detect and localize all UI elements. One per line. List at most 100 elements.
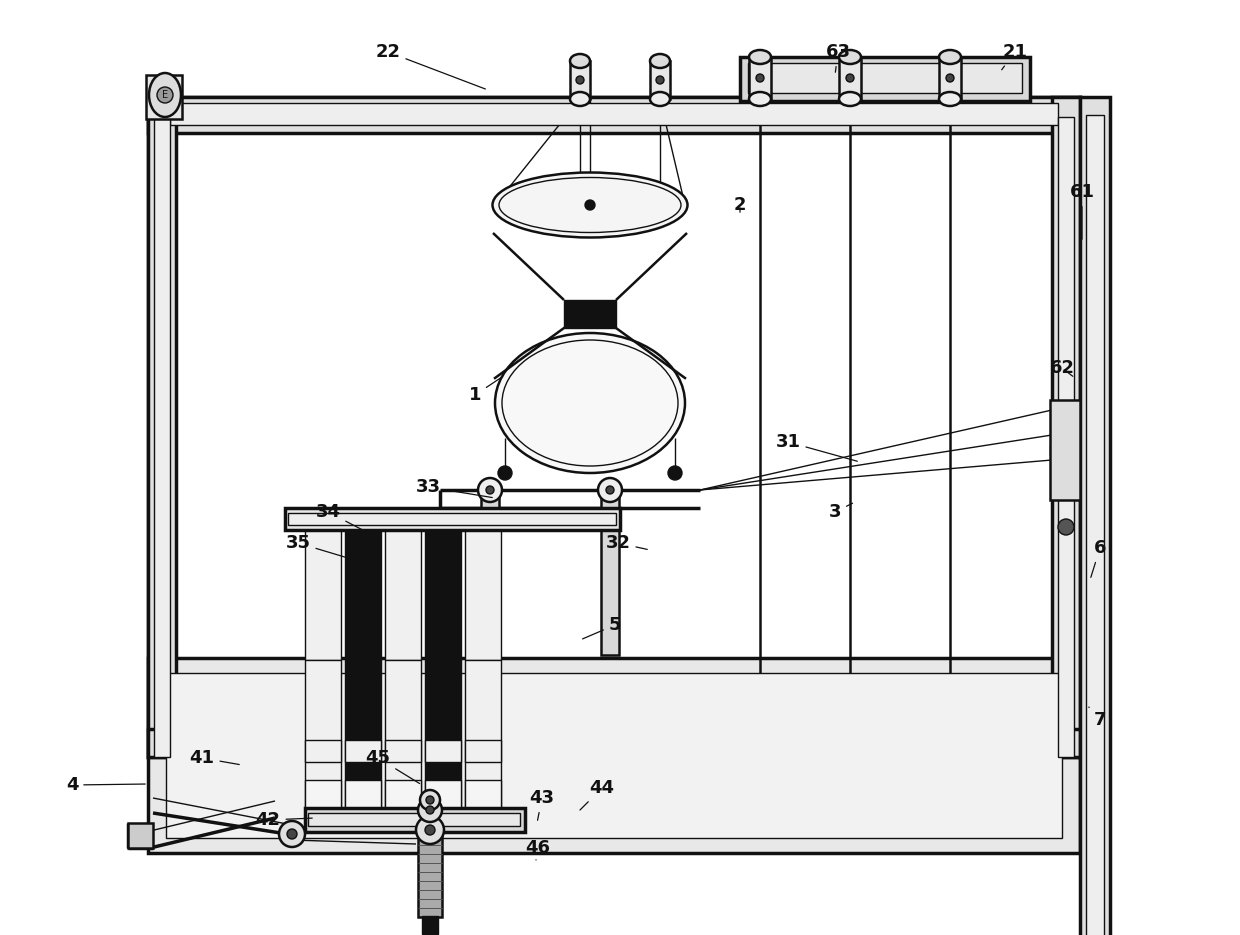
Bar <box>465 780 501 808</box>
Circle shape <box>427 796 434 804</box>
Bar <box>740 57 1030 101</box>
Bar <box>166 673 1061 838</box>
Ellipse shape <box>495 333 684 473</box>
Text: 43: 43 <box>529 789 554 820</box>
Bar <box>308 813 520 826</box>
Bar <box>839 57 861 99</box>
Text: 44: 44 <box>580 779 615 810</box>
Circle shape <box>656 76 663 84</box>
Ellipse shape <box>939 92 961 106</box>
Circle shape <box>486 486 494 494</box>
Text: 45: 45 <box>366 749 419 784</box>
Ellipse shape <box>492 172 687 237</box>
Circle shape <box>946 74 954 82</box>
Bar <box>650 61 670 99</box>
Circle shape <box>286 829 298 839</box>
Bar <box>1050 445 1080 455</box>
Circle shape <box>279 821 305 847</box>
Text: 32: 32 <box>605 534 647 552</box>
Bar <box>170 117 1058 757</box>
Bar <box>148 729 1080 757</box>
Bar <box>425 660 461 825</box>
Text: 3: 3 <box>828 503 853 521</box>
Bar <box>285 508 620 530</box>
Text: 33: 33 <box>415 478 492 497</box>
Circle shape <box>606 486 614 494</box>
Circle shape <box>420 790 440 810</box>
Text: 46: 46 <box>526 839 551 860</box>
Bar <box>305 660 341 825</box>
Bar <box>384 660 422 825</box>
Circle shape <box>477 478 502 502</box>
Bar <box>1080 97 1110 935</box>
Text: 4: 4 <box>66 776 145 794</box>
Bar <box>570 61 590 99</box>
Bar <box>1050 400 1080 500</box>
Bar <box>345 530 381 660</box>
Circle shape <box>585 200 595 210</box>
Bar <box>305 530 341 660</box>
Circle shape <box>577 76 584 84</box>
Text: 1: 1 <box>469 377 502 404</box>
Bar <box>170 103 1058 125</box>
Bar <box>146 75 182 119</box>
Bar <box>481 490 498 655</box>
Text: 5: 5 <box>583 616 621 639</box>
Circle shape <box>756 74 764 82</box>
Text: 34: 34 <box>315 503 379 539</box>
Bar <box>154 117 170 757</box>
Bar <box>465 660 501 825</box>
Circle shape <box>427 806 434 814</box>
Bar <box>465 530 501 660</box>
Text: E: E <box>162 90 169 100</box>
Bar <box>418 832 441 917</box>
Bar <box>305 808 525 832</box>
Bar <box>465 740 501 762</box>
Text: 7: 7 <box>1089 707 1106 729</box>
Circle shape <box>846 74 854 82</box>
Bar <box>128 823 153 848</box>
Bar <box>148 658 1080 853</box>
Ellipse shape <box>939 50 961 64</box>
Text: 61: 61 <box>1069 183 1095 239</box>
Ellipse shape <box>749 50 771 64</box>
Circle shape <box>1058 519 1074 535</box>
Bar <box>148 97 176 757</box>
Text: 42: 42 <box>255 811 312 829</box>
Bar <box>1086 115 1104 935</box>
Bar <box>305 740 341 762</box>
Bar <box>305 780 341 808</box>
Ellipse shape <box>570 92 590 106</box>
Text: 22: 22 <box>376 43 485 89</box>
Bar <box>345 740 381 762</box>
Ellipse shape <box>749 92 771 106</box>
Bar <box>601 490 619 655</box>
Ellipse shape <box>149 73 181 117</box>
Bar <box>1058 117 1074 757</box>
Text: 63: 63 <box>826 43 851 72</box>
Bar <box>748 63 1022 93</box>
Bar <box>384 740 422 762</box>
Bar <box>564 300 616 328</box>
Circle shape <box>598 478 622 502</box>
Text: 62: 62 <box>1049 359 1075 377</box>
Text: 21: 21 <box>1002 43 1028 70</box>
Bar <box>384 530 422 660</box>
Bar <box>939 57 961 99</box>
Bar <box>384 780 422 808</box>
Bar <box>148 97 1080 133</box>
Circle shape <box>425 825 435 835</box>
Circle shape <box>498 466 512 480</box>
Circle shape <box>668 466 682 480</box>
Ellipse shape <box>839 92 861 106</box>
Text: 2: 2 <box>734 196 746 214</box>
Bar <box>148 97 1080 757</box>
Circle shape <box>157 87 174 103</box>
Bar <box>749 57 771 99</box>
Bar <box>422 916 438 934</box>
Ellipse shape <box>839 50 861 64</box>
Ellipse shape <box>650 54 670 68</box>
Ellipse shape <box>570 54 590 68</box>
Text: 6: 6 <box>1091 539 1106 577</box>
Circle shape <box>418 798 441 822</box>
